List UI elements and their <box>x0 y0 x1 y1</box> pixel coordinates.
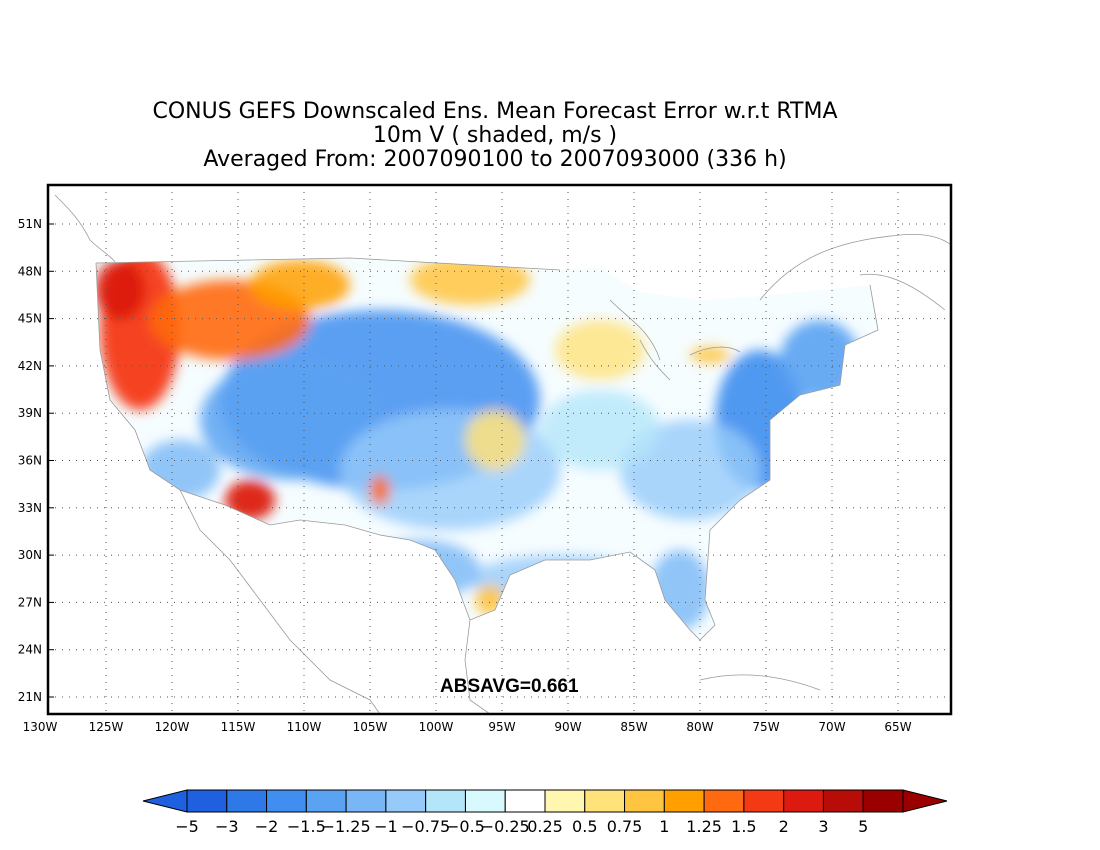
colorbar-label: −1.5 <box>287 817 326 836</box>
lat-label: 39N <box>18 406 42 420</box>
colorbar-label: −0.5 <box>446 817 485 836</box>
colorbar-left-arrow <box>142 789 188 813</box>
lat-label: 36N <box>18 454 42 468</box>
colorbar-boxes <box>142 789 948 813</box>
colorbar-label: 0.75 <box>607 817 643 836</box>
colorbar-label: −0.25 <box>481 817 530 836</box>
lon-label: 110W <box>287 720 322 734</box>
colorbar-box <box>862 789 904 813</box>
colorbar-label: 0.5 <box>572 817 597 836</box>
lat-label: 27N <box>18 595 42 609</box>
lat-label: 42N <box>18 359 42 373</box>
colorbar-label: −1 <box>374 817 398 836</box>
lon-label: 115W <box>221 720 256 734</box>
absavg-label: ABSAVG=0.661 <box>440 676 579 697</box>
title-line-2: 10m V ( shaded, m/s ) <box>372 123 618 148</box>
lon-label: 125W <box>89 720 124 734</box>
colorbar-box <box>186 789 228 813</box>
colorbar-box <box>345 789 387 813</box>
colorbar-label: 2 <box>779 817 789 836</box>
lon-label: 65W <box>884 720 911 734</box>
colorbar-box <box>464 789 506 813</box>
colorbar-label: 0.25 <box>527 817 563 836</box>
plot-frame <box>46 183 953 716</box>
lat-label: 45N <box>18 312 42 326</box>
colorbar-box <box>584 789 626 813</box>
colorbar-box <box>783 789 824 813</box>
lat-label: 24N <box>18 643 42 657</box>
colorbar-label: −2 <box>255 817 279 836</box>
lon-label: 80W <box>686 720 713 734</box>
colorbar-box <box>624 789 665 813</box>
colorbar-label: 1 <box>659 817 669 836</box>
lon-label: 130W <box>23 720 58 734</box>
colorbar-label: 3 <box>818 817 828 836</box>
colorbar-label: 5 <box>858 817 868 836</box>
colorbar-label: −3 <box>215 817 239 836</box>
lat-label: 30N <box>18 548 42 562</box>
lon-label: 105W <box>353 720 388 734</box>
lon-label: 95W <box>488 720 515 734</box>
map-title: CONUS GEFS Downscaled Ens. Mean Forecast… <box>0 100 990 172</box>
colorbar-label: −1.25 <box>322 817 371 836</box>
longitude-labels: 130W 125W 120W 115W 110W 105W 100W 95W 90W 85W 80W… <box>23 720 912 734</box>
colorbar-box <box>743 789 785 813</box>
colorbar-box <box>663 789 705 813</box>
title-line-3: Averaged From: 2007090100 to 2007093000 … <box>203 147 787 172</box>
latitude-labels: 51N 48N 45N 42N 39N 36N 33N 30N 27N 24N 21N <box>18 217 54 704</box>
colorbar-box <box>305 789 347 813</box>
lat-label: 48N <box>18 264 42 278</box>
lon-label: 75W <box>752 720 779 734</box>
colorbar-box <box>385 789 427 813</box>
colorbar-label: −5 <box>175 817 199 836</box>
colorbar-label: −0.75 <box>401 817 450 836</box>
lat-label: 51N <box>18 217 42 231</box>
lon-label: 120W <box>155 720 190 734</box>
colorbar-labels: −5 −3 −2 −1.5−1.25 −1 −0.75−0.5−0.250.25 0.5 0.… <box>175 817 868 836</box>
lat-label: 21N <box>18 690 42 704</box>
colorbar-box <box>822 789 864 813</box>
colorbar-box <box>544 789 586 813</box>
colorbar-box <box>226 789 268 813</box>
colorbar-right-arrow <box>902 789 948 813</box>
lon-label: 100W <box>419 720 454 734</box>
colorbar-box <box>504 789 546 813</box>
colorbar-label: 1.5 <box>731 817 756 836</box>
colorbar-box <box>266 789 307 813</box>
colorbar-box <box>425 789 466 813</box>
colorbar-box <box>703 789 745 813</box>
lon-label: 90W <box>554 720 581 734</box>
lon-label: 70W <box>818 720 845 734</box>
title-line-1: CONUS GEFS Downscaled Ens. Mean Forecast… <box>152 99 838 124</box>
colorbar-label: 1.25 <box>686 817 722 836</box>
lon-label: 85W <box>620 720 647 734</box>
lat-label: 33N <box>18 501 42 515</box>
